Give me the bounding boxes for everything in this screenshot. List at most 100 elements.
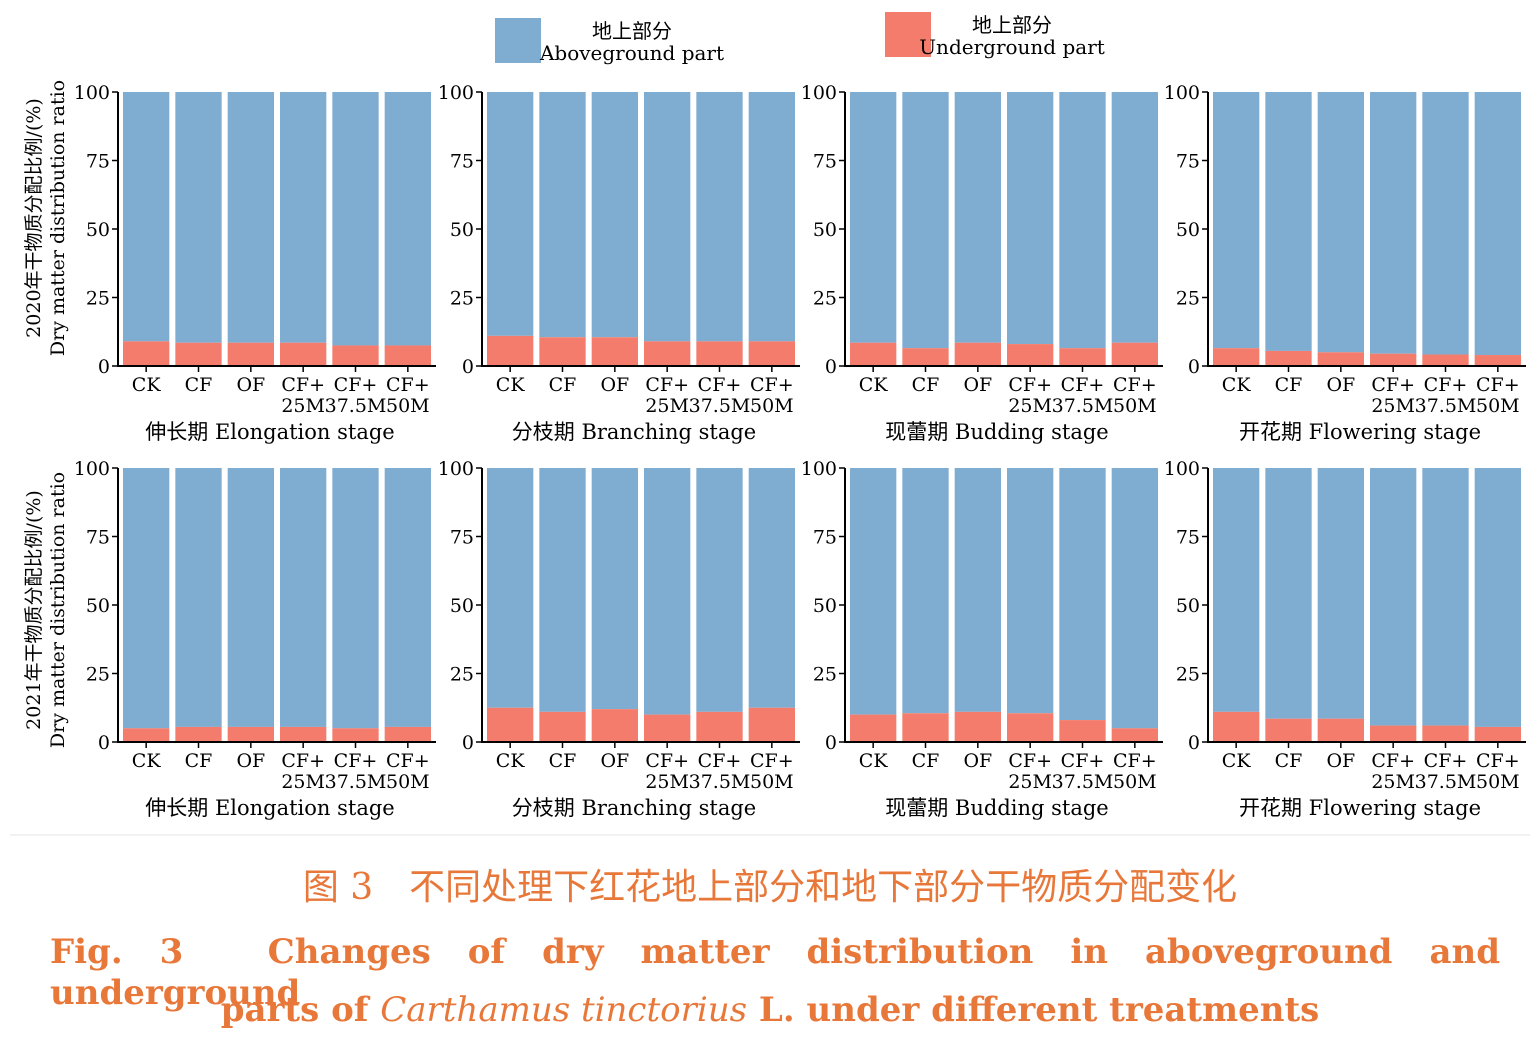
legend-swatch-underground bbox=[885, 12, 931, 57]
y-tick-label: 0 bbox=[462, 732, 474, 754]
y-tick-label: 75 bbox=[86, 151, 110, 173]
bar-underground bbox=[1422, 725, 1469, 742]
bar-underground bbox=[539, 711, 586, 742]
y-tick-label: 50 bbox=[813, 219, 837, 241]
x-tick-label: CF+ bbox=[698, 374, 742, 396]
y-tick-label: 25 bbox=[86, 664, 110, 686]
bar-underground bbox=[1111, 342, 1158, 366]
y-tick-label: 50 bbox=[1176, 219, 1200, 241]
x-tick-label: CF bbox=[912, 750, 940, 772]
bar-aboveground bbox=[850, 92, 897, 343]
bar-underground bbox=[1422, 354, 1469, 366]
bar-aboveground bbox=[1213, 468, 1260, 712]
bar-underground bbox=[539, 337, 586, 366]
x-tick-label: 25M bbox=[645, 395, 689, 417]
bar-aboveground bbox=[123, 468, 170, 729]
x-tick-label: 25M bbox=[281, 771, 325, 793]
y-tick-label: 50 bbox=[813, 595, 837, 617]
bar-underground bbox=[644, 714, 691, 742]
bar-aboveground bbox=[748, 468, 795, 708]
x-tick-label: 37.5M bbox=[325, 771, 387, 793]
y-tick-label: 50 bbox=[86, 219, 110, 241]
bar-underground bbox=[227, 726, 274, 742]
panel-2020-4: CK CF OF CF+25MCF+37.5MCF+50M0255075100开花期 … bbox=[1164, 82, 1526, 444]
x-tick-label: 50M bbox=[1113, 395, 1157, 417]
x-tick-label: 37.5M bbox=[325, 395, 387, 417]
x-tick-label: CF+ bbox=[386, 374, 430, 396]
x-tick-label: 37.5M bbox=[1052, 395, 1114, 417]
x-tick-label: CF+ bbox=[386, 750, 430, 772]
x-tick-label: CF+ bbox=[1371, 750, 1415, 772]
x-tick-label: 37.5M bbox=[1052, 771, 1114, 793]
bar-aboveground bbox=[1007, 468, 1054, 714]
x-tick-label: CK bbox=[1222, 374, 1252, 396]
bar-aboveground bbox=[1111, 92, 1158, 343]
y-axis-label-en: Dry matter distribution ratio bbox=[47, 472, 69, 748]
bar-underground bbox=[696, 341, 743, 366]
bar-underground bbox=[850, 714, 897, 742]
y-tick-label: 100 bbox=[74, 82, 110, 104]
bar-underground bbox=[954, 342, 1001, 366]
bar-underground bbox=[902, 348, 949, 366]
bar-aboveground bbox=[902, 92, 949, 349]
y-tick-label: 50 bbox=[86, 595, 110, 617]
y-tick-label: 0 bbox=[825, 732, 837, 754]
y-tick-label: 50 bbox=[450, 595, 474, 617]
x-tick-label: 37.5M bbox=[1415, 395, 1477, 417]
x-tick-label: CF+ bbox=[1113, 374, 1157, 396]
bar-underground bbox=[1265, 718, 1312, 742]
bar-underground bbox=[123, 341, 170, 366]
y-axis-label-cn: 2020年干物质分配比例/(%) bbox=[23, 98, 45, 338]
x-tick-label: CF bbox=[549, 750, 577, 772]
x-tick-label: CF bbox=[185, 374, 213, 396]
bar-underground bbox=[280, 726, 327, 742]
bar-underground bbox=[1317, 718, 1364, 742]
bar-aboveground bbox=[1317, 468, 1364, 719]
bar-underground bbox=[1059, 348, 1106, 366]
y-tick-label: 100 bbox=[1164, 82, 1200, 104]
bar-aboveground bbox=[175, 468, 222, 727]
bar-underground bbox=[1317, 352, 1364, 366]
bar-underground bbox=[1370, 725, 1417, 742]
x-tick-label: CF+ bbox=[1113, 750, 1157, 772]
bar-aboveground bbox=[332, 468, 379, 729]
x-tick-label: 50M bbox=[1476, 395, 1520, 417]
x-tick-label: 25M bbox=[1371, 771, 1415, 793]
x-tick-label: CF+ bbox=[1476, 374, 1520, 396]
x-tick-label: 37.5M bbox=[689, 771, 751, 793]
x-tick-label: CK bbox=[859, 374, 889, 396]
x-tick-label: OF bbox=[600, 374, 629, 396]
bar-underground bbox=[1059, 720, 1106, 742]
x-tick-label: CF+ bbox=[1008, 374, 1052, 396]
bar-underground bbox=[1370, 353, 1417, 366]
x-tick-label: 37.5M bbox=[1415, 771, 1477, 793]
x-tick-label: CF bbox=[1275, 750, 1303, 772]
x-tick-label: 25M bbox=[1008, 395, 1052, 417]
bar-aboveground bbox=[227, 468, 274, 727]
bar-aboveground bbox=[644, 468, 691, 715]
bar-underground bbox=[748, 341, 795, 366]
bar-aboveground bbox=[539, 468, 586, 712]
bar-aboveground bbox=[487, 92, 534, 336]
panel-title: 现蕾期 Budding stage bbox=[885, 796, 1108, 820]
y-tick-label: 100 bbox=[438, 458, 474, 480]
bar-underground bbox=[384, 726, 431, 742]
x-tick-label: 50M bbox=[750, 771, 794, 793]
bar-underground bbox=[175, 342, 222, 366]
bar-underground bbox=[591, 337, 638, 366]
panel-2020-3: CK CF OF CF+25MCF+37.5MCF+50M0255075100现蕾期 … bbox=[801, 82, 1163, 444]
panel-title: 开花期 Flowering stage bbox=[1239, 420, 1481, 444]
x-tick-label: CF+ bbox=[1424, 750, 1468, 772]
bar-underground bbox=[902, 713, 949, 742]
panel-2020-1: CK CF OF CF+25MCF+37.5MCF+50M0255075100伸长期 … bbox=[74, 82, 436, 444]
x-tick-label: 50M bbox=[750, 395, 794, 417]
x-tick-label: OF bbox=[1326, 374, 1355, 396]
panel-title: 伸长期 Elongation stage bbox=[145, 420, 394, 444]
x-tick-label: CK bbox=[1222, 750, 1252, 772]
panel-title: 现蕾期 Budding stage bbox=[885, 420, 1108, 444]
y-tick-label: 25 bbox=[450, 288, 474, 310]
panel-2021-4: CK CF OF CF+25MCF+37.5MCF+50M0255075100开花期 … bbox=[1164, 458, 1526, 820]
x-tick-label: CF bbox=[1275, 374, 1303, 396]
x-tick-label: CK bbox=[496, 374, 526, 396]
y-tick-label: 75 bbox=[450, 151, 474, 173]
